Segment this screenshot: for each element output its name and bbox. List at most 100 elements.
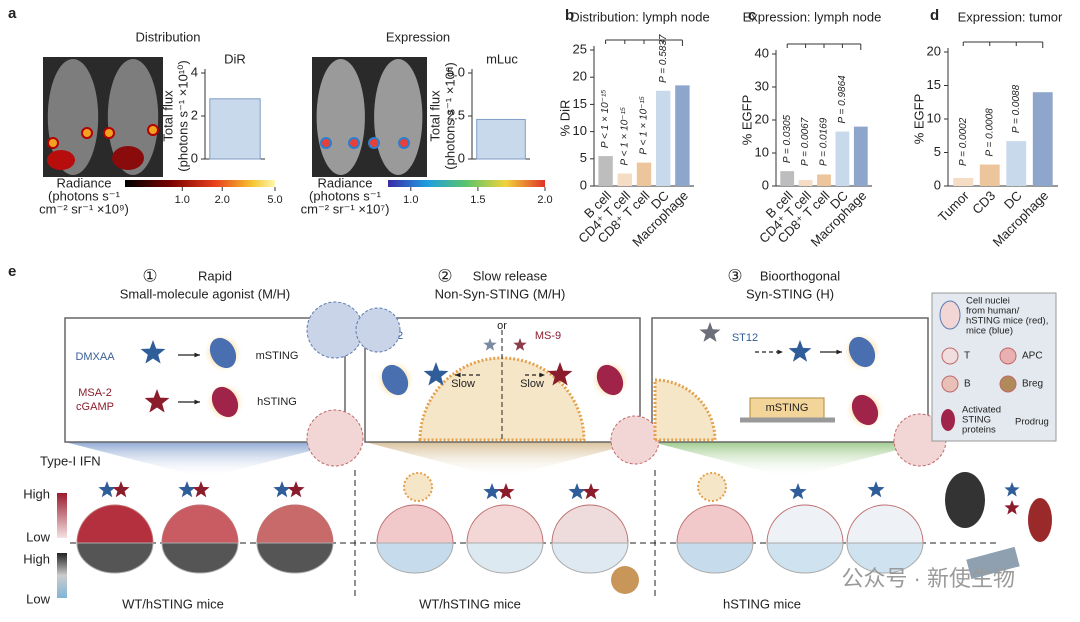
cell-top bbox=[76, 504, 154, 544]
star bbox=[140, 340, 166, 364]
panel-letter: e bbox=[8, 263, 16, 280]
star bbox=[287, 481, 305, 498]
breg-cell bbox=[611, 566, 639, 594]
legend-text: Activated bbox=[962, 405, 1001, 416]
star bbox=[568, 483, 586, 500]
funnel bbox=[65, 442, 345, 478]
target-label: mSTING bbox=[256, 350, 299, 362]
step-number: ② bbox=[437, 266, 452, 285]
y-tick-label: 15 bbox=[573, 96, 587, 111]
p-value: P < 1 × 10⁻¹⁵ bbox=[639, 96, 650, 155]
section-subtitle: Small-molecule agonist (M/H) bbox=[120, 286, 291, 301]
chart-title: mLuc bbox=[486, 51, 518, 66]
star bbox=[582, 483, 600, 500]
p-value: P = 0.0305 bbox=[782, 114, 793, 163]
cell bbox=[306, 409, 364, 467]
target-label: mSTING bbox=[766, 402, 809, 414]
section-title: Slow release bbox=[473, 268, 547, 283]
colorbar-label: Radiance bbox=[318, 175, 373, 190]
scale-label: High bbox=[23, 486, 50, 501]
signal bbox=[47, 150, 75, 170]
rate-label: Slow bbox=[520, 378, 544, 390]
bar bbox=[636, 162, 652, 186]
p-value: P = 0.0088 bbox=[1011, 84, 1022, 133]
star bbox=[789, 483, 807, 500]
star bbox=[112, 481, 130, 498]
cell bbox=[610, 415, 660, 465]
cell-top bbox=[551, 504, 629, 544]
legend-icon bbox=[941, 409, 955, 431]
sting-protein bbox=[851, 394, 879, 426]
section-footer: hSTING mice bbox=[723, 596, 801, 611]
cell-top bbox=[846, 504, 924, 544]
arrow-head bbox=[194, 399, 200, 405]
signal bbox=[147, 124, 159, 136]
mouse bbox=[374, 59, 423, 175]
cell-bottom bbox=[551, 542, 629, 574]
scale-label: High bbox=[23, 551, 50, 566]
cell-bottom bbox=[161, 542, 239, 574]
section-subtitle: Syn-STING (H) bbox=[746, 286, 834, 301]
colorbar-tick-label: 2.0 bbox=[215, 194, 230, 206]
y-axis-label: % DiR bbox=[557, 100, 572, 137]
sting-protein bbox=[381, 364, 409, 396]
cell-top bbox=[766, 504, 844, 544]
legend-text: B bbox=[964, 379, 971, 390]
y-tick-label: 4 bbox=[191, 64, 198, 79]
colorbar-tick-label: 2.0 bbox=[537, 194, 552, 206]
sting-protein bbox=[596, 364, 624, 396]
mouse bbox=[107, 59, 159, 175]
y-tick-label: 20 bbox=[573, 69, 587, 84]
y-axis-label: Total flux bbox=[427, 90, 442, 142]
colorbar-tick-label: 1.0 bbox=[175, 194, 190, 206]
section-subtitle: Non-Syn-STING (M/H) bbox=[435, 286, 566, 301]
y-tick-label: 10 bbox=[573, 123, 587, 138]
legend-text: T bbox=[964, 351, 970, 362]
cell-bottom bbox=[676, 542, 754, 574]
nanoparticle bbox=[403, 472, 433, 502]
funnel bbox=[365, 442, 640, 478]
y-tick-label: 0 bbox=[934, 177, 941, 192]
star bbox=[788, 340, 812, 362]
y-tick-label: 5 bbox=[580, 150, 587, 165]
drug-label: ST12 bbox=[732, 332, 758, 344]
bar bbox=[1032, 92, 1053, 186]
colorbar-label: (photons s⁻¹ bbox=[309, 188, 382, 203]
y-tick-label: 20 bbox=[755, 111, 769, 126]
panel-title: Distribution bbox=[135, 29, 200, 44]
star bbox=[1004, 482, 1020, 497]
y-tick-label: 0 bbox=[762, 177, 769, 192]
colorbar-label: cm⁻² sr⁻¹ ×10⁷) bbox=[301, 201, 390, 216]
mechanism-box bbox=[64, 317, 346, 443]
cell-bottom bbox=[466, 542, 544, 574]
arrow-head bbox=[836, 349, 842, 355]
bar bbox=[209, 98, 261, 160]
plate-icon bbox=[966, 546, 1020, 580]
y-axis-label: % EGFP bbox=[739, 95, 754, 146]
chart-title: Distribution: lymph node bbox=[570, 9, 709, 24]
bar bbox=[835, 131, 850, 186]
cell-top bbox=[376, 504, 454, 544]
y-tick-label: 0 bbox=[580, 177, 587, 192]
target-label: hSTING bbox=[257, 396, 297, 408]
legend-text: proteins bbox=[962, 425, 996, 436]
y-tick-label: 20 bbox=[927, 43, 941, 58]
cell bbox=[355, 307, 401, 353]
sting-protein bbox=[209, 337, 237, 369]
colorbar-tick-label: 5.0 bbox=[267, 194, 282, 206]
y-tick-label: 0 bbox=[191, 150, 198, 165]
bar bbox=[675, 85, 690, 186]
cell-bottom bbox=[376, 542, 454, 574]
cell-top bbox=[466, 504, 544, 544]
signal bbox=[112, 146, 144, 170]
star bbox=[483, 338, 497, 351]
section-footer: WT/hSTING mice bbox=[122, 596, 224, 611]
legend-icon bbox=[941, 347, 959, 365]
mouse-icon bbox=[945, 472, 985, 528]
arrow-head bbox=[777, 349, 783, 355]
chart-title: Expression: tumor bbox=[958, 9, 1063, 24]
p-value: P < 1 × 10⁻¹⁵ bbox=[600, 89, 611, 148]
star bbox=[547, 362, 573, 386]
rate-label: Slow bbox=[451, 378, 475, 390]
